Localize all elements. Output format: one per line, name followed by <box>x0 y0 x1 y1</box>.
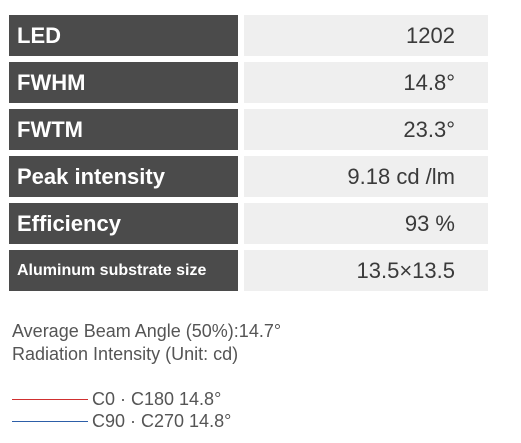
spec-row-fwhm: FWHM 14.8° <box>9 62 488 103</box>
spec-value: 23.3° <box>244 109 488 150</box>
spec-value: 93 % <box>244 203 488 244</box>
spec-label: Aluminum substrate size <box>9 250 238 291</box>
spec-label: FWHM <box>9 62 238 103</box>
spec-value: 1202 <box>244 15 488 56</box>
radiation-intensity-caption: Radiation Intensity (Unit: cd) <box>12 344 239 364</box>
spec-table: LED 1202 FWHM 14.8° FWTM 23.3° Peak inte… <box>9 15 488 297</box>
spec-row-substrate-size: Aluminum substrate size 13.5×13.5 <box>9 250 488 291</box>
spec-row-efficiency: Efficiency 93 % <box>9 203 488 244</box>
spec-row-led: LED 1202 <box>9 15 488 56</box>
spec-value: 9.18 cd /lm <box>244 156 488 197</box>
spec-label: Peak intensity <box>9 156 238 197</box>
red-line-swatch <box>12 399 88 400</box>
spec-row-fwtm: FWTM 23.3° <box>9 109 488 150</box>
legend-label: C90 · C270 14.8° <box>92 411 232 431</box>
legend-item-c90-c270: C90 · C270 14.8° <box>12 411 231 432</box>
spec-label: LED <box>9 15 238 56</box>
blue-line-swatch <box>12 421 88 422</box>
beam-angle-caption: Average Beam Angle (50%):14.7° <box>12 321 282 341</box>
spec-value: 14.8° <box>244 62 488 103</box>
spec-label: Efficiency <box>9 203 238 244</box>
legend-item-c0-c180: C0 · C180 14.8° <box>12 389 221 410</box>
legend-label: C0 · C180 14.8° <box>92 389 222 409</box>
spec-value: 13.5×13.5 <box>244 250 488 291</box>
spec-label: FWTM <box>9 109 238 150</box>
spec-row-peak-intensity: Peak intensity 9.18 cd /lm <box>9 156 488 197</box>
